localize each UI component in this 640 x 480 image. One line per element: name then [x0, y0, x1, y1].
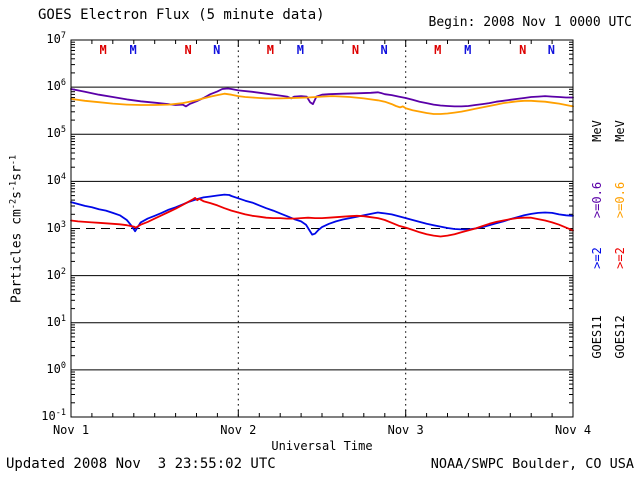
- x-tick-label: Nov 4: [554, 423, 592, 437]
- series-0-goes11-0-6-mev: [70, 87, 574, 108]
- y-tick-label: 106: [46, 78, 66, 94]
- y-tick-label: 100: [46, 360, 66, 376]
- series-2-goes11-2-mev: [70, 193, 574, 236]
- x-tick-label: Nov 2: [220, 423, 257, 437]
- noon-midnight-marker: M: [434, 43, 441, 57]
- legend-item: GOES11: [590, 315, 604, 359]
- begin-timestamp: Begin: 2008 Nov 1 0000 UTC: [428, 15, 633, 30]
- noon-midnight-marker: M: [99, 43, 106, 57]
- y-tick-label: 102: [46, 266, 66, 282]
- noon-midnight-marker: M: [464, 43, 471, 57]
- noon-midnight-marker: M: [267, 43, 274, 57]
- noon-midnight-marker: N: [380, 43, 387, 57]
- series-3-goes12-2-mev: [70, 197, 574, 238]
- updated-timestamp: Updated 2008 Nov 3 23:55:02 UTC: [6, 456, 276, 472]
- y-tick-label: 105: [46, 125, 66, 141]
- legend-item: MeV: [590, 120, 604, 142]
- noon-midnight-marker: N: [519, 43, 526, 57]
- page-title: GOES Electron Flux (5 minute data): [38, 7, 325, 23]
- legend-item: MeV: [613, 120, 627, 142]
- x-tick-label: Nov 3: [387, 423, 424, 437]
- y-tick-label: 103: [46, 219, 66, 235]
- y-tick-label: 10-1: [41, 408, 66, 423]
- noon-midnight-marker: N: [213, 43, 220, 57]
- credit-text: NOAA/SWPC Boulder, CO USA: [430, 456, 634, 472]
- legend-item: GOES12: [613, 315, 627, 359]
- x-axis-title: Universal Time: [271, 439, 373, 453]
- y-tick-label: 104: [46, 172, 66, 188]
- plot-border: [70, 39, 574, 418]
- y-tick-label: 107: [46, 31, 66, 46]
- noon-midnight-marker: N: [184, 43, 191, 57]
- legend-item: >=2: [613, 247, 627, 269]
- noon-midnight-marker: M: [129, 43, 136, 57]
- legend-item: >=0.6: [590, 181, 604, 219]
- noon-midnight-marker: N: [352, 43, 359, 57]
- noon-midnight-marker: M: [297, 43, 304, 57]
- x-tick-label: Nov 1: [52, 423, 90, 437]
- noon-midnight-marker: N: [548, 43, 555, 57]
- y-tick-label: 101: [46, 313, 66, 329]
- series-1-goes12-0-6-mev: [70, 92, 574, 115]
- legend-item: >=2: [590, 247, 604, 269]
- legend-item: >=0.6: [613, 181, 627, 219]
